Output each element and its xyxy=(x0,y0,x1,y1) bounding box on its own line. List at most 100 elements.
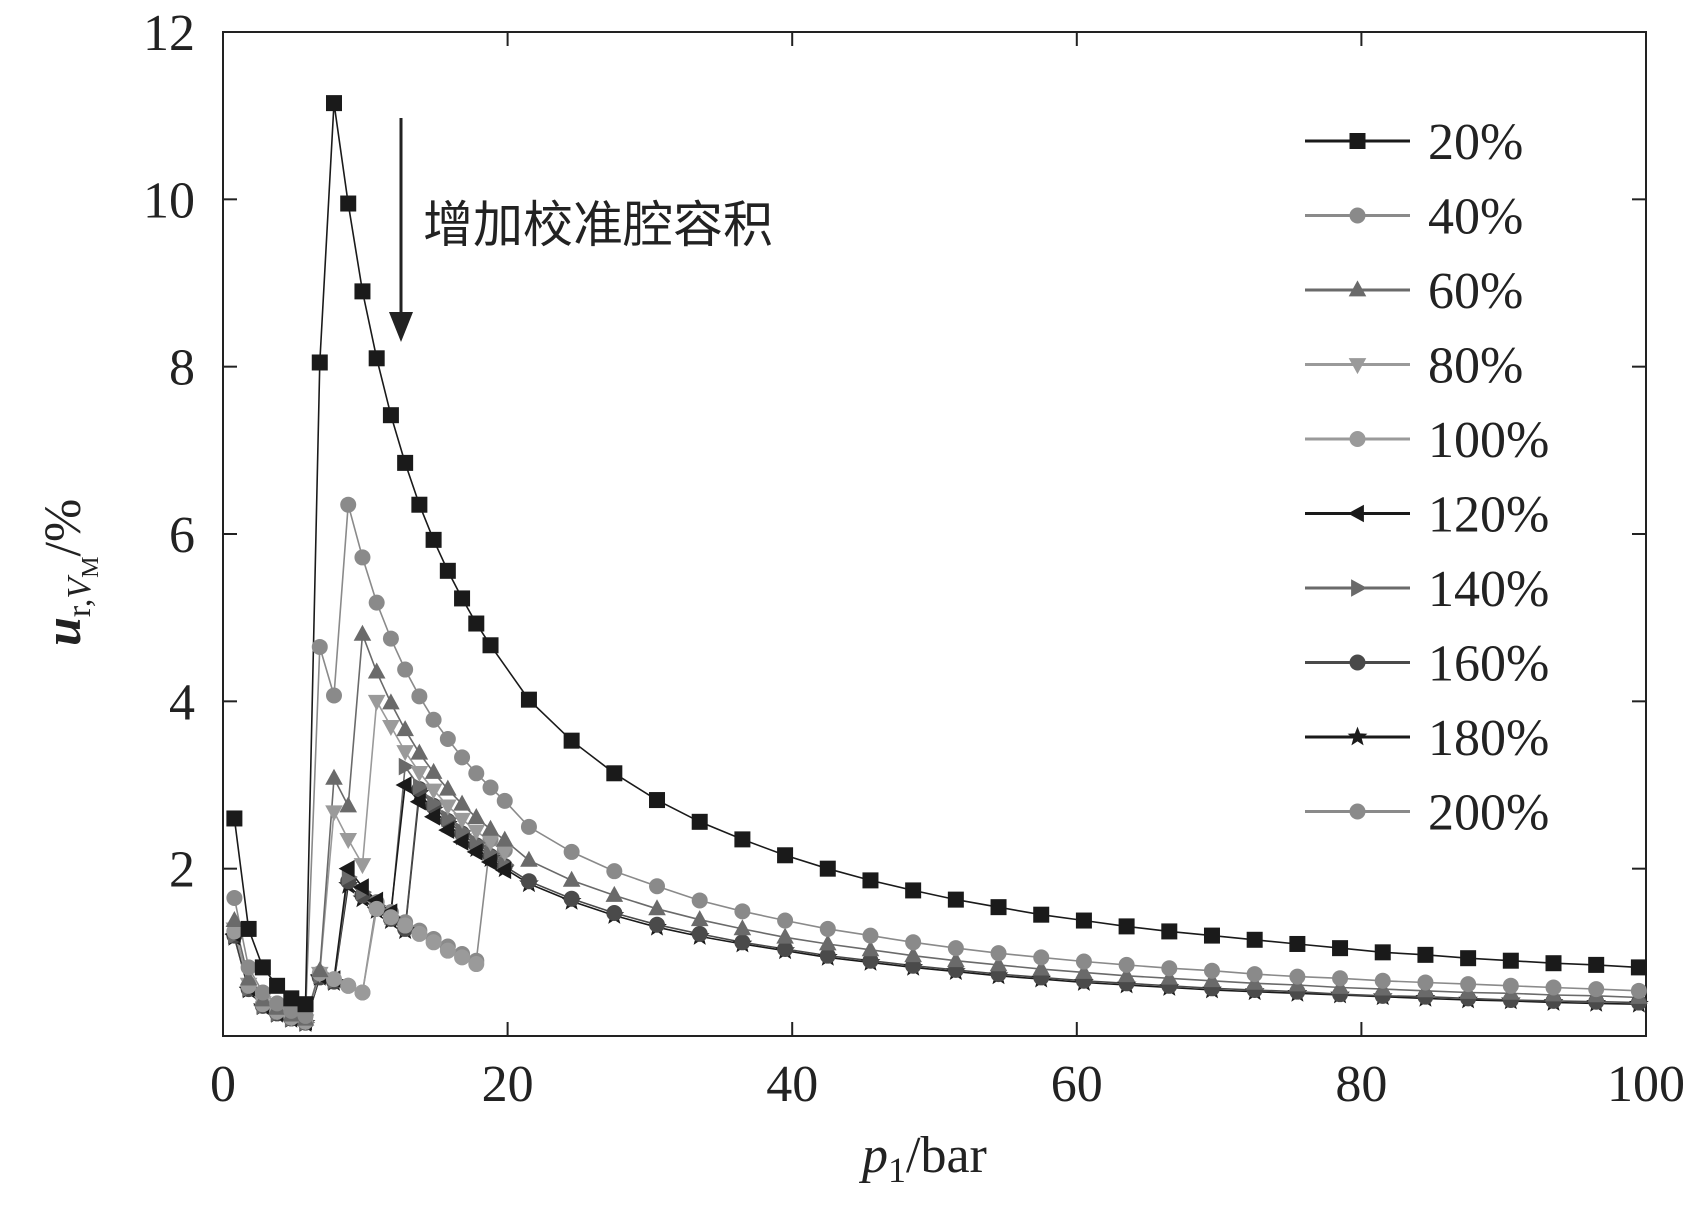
data-point xyxy=(482,779,499,796)
y-axis-title-unit: /% xyxy=(35,499,92,557)
data-point xyxy=(733,919,752,936)
data-point xyxy=(395,776,412,794)
data-point xyxy=(1118,918,1135,935)
data-point xyxy=(325,971,342,988)
data-point xyxy=(226,889,243,906)
data-point xyxy=(1075,962,1093,979)
data-point xyxy=(563,890,580,907)
data-point xyxy=(1588,981,1605,998)
data-point xyxy=(649,916,666,933)
data-point xyxy=(1203,927,1220,944)
data-point xyxy=(311,354,328,371)
data-point xyxy=(367,662,386,679)
data-point xyxy=(339,796,358,813)
data-point xyxy=(467,824,486,841)
data-point xyxy=(947,951,965,968)
y-axis-title-main: u xyxy=(35,617,92,646)
data-point xyxy=(1160,968,1179,985)
data-point xyxy=(1374,972,1391,989)
x-tick-label: 80 xyxy=(1335,1056,1387,1113)
data-point xyxy=(396,720,414,737)
data-point xyxy=(777,847,794,864)
data-point xyxy=(520,873,537,890)
y-tick-label: 12 xyxy=(143,5,195,62)
data-point xyxy=(354,984,371,1001)
legend-label: 140% xyxy=(1428,561,1549,618)
data-point xyxy=(605,885,624,902)
legend-marker xyxy=(1351,579,1368,597)
data-point xyxy=(1417,946,1434,963)
data-point xyxy=(411,688,428,705)
data-point xyxy=(453,812,471,829)
data-point xyxy=(1374,944,1391,961)
data-point xyxy=(425,711,442,728)
data-point xyxy=(904,946,922,963)
data-point xyxy=(734,934,751,951)
series-markers xyxy=(224,95,1649,1032)
data-point xyxy=(368,900,385,917)
data-point xyxy=(1588,956,1605,973)
data-point xyxy=(1246,931,1263,948)
data-point xyxy=(1545,979,1562,996)
data-point xyxy=(495,845,514,862)
data-point xyxy=(397,917,414,934)
data-point xyxy=(410,743,429,760)
data-point xyxy=(225,910,244,927)
data-point xyxy=(1203,962,1220,979)
x-axis-title: p1/bar xyxy=(858,1127,987,1190)
data-point xyxy=(862,952,879,969)
data-point xyxy=(452,833,469,851)
y-tick-label: 8 xyxy=(169,340,195,397)
data-point xyxy=(397,661,414,678)
data-point xyxy=(777,940,794,957)
data-point xyxy=(283,1002,300,1019)
data-point xyxy=(353,858,372,875)
data-point xyxy=(690,910,709,927)
data-point xyxy=(254,959,271,976)
data-point xyxy=(905,934,922,951)
data-point xyxy=(691,892,708,909)
data-point xyxy=(269,977,286,994)
y-axis-title-sub: r, xyxy=(61,599,98,617)
data-point xyxy=(484,844,501,863)
data-point xyxy=(606,765,623,782)
y-tick-label: 10 xyxy=(143,172,195,229)
data-point xyxy=(382,909,399,926)
data-point xyxy=(1502,977,1519,994)
data-point xyxy=(283,990,300,1007)
data-point xyxy=(297,996,314,1013)
y-tick-label: 4 xyxy=(169,674,195,731)
data-point xyxy=(990,945,1007,962)
data-point xyxy=(480,853,497,871)
data-point xyxy=(239,969,258,986)
data-point xyxy=(396,745,414,762)
svg-text:ur,VM/%: ur,VM/% xyxy=(35,499,104,646)
data-point xyxy=(1117,966,1136,983)
data-point xyxy=(439,799,457,816)
data-point xyxy=(563,732,580,749)
x-axis-title-main: p xyxy=(858,1127,888,1184)
data-point xyxy=(819,947,836,964)
legend-marker xyxy=(1348,358,1367,375)
legend-marker xyxy=(1349,803,1366,820)
data-point xyxy=(482,637,499,654)
x-tick-label: 60 xyxy=(1051,1056,1103,1113)
x-tick-label: 0 xyxy=(210,1056,236,1113)
data-point xyxy=(989,955,1008,972)
series-line xyxy=(233,698,506,1022)
data-point xyxy=(311,638,328,655)
legend-label: 160% xyxy=(1428,636,1549,693)
data-point xyxy=(496,792,513,809)
data-point xyxy=(495,830,514,847)
data-point xyxy=(1161,960,1178,977)
data-point xyxy=(382,407,399,424)
data-point xyxy=(269,995,286,1012)
series-line xyxy=(233,102,1639,1006)
data-point xyxy=(354,549,371,566)
data-point xyxy=(606,905,623,922)
data-point xyxy=(411,496,428,513)
data-point xyxy=(469,833,486,852)
data-point xyxy=(410,766,429,783)
legend-label: 80% xyxy=(1428,338,1523,395)
